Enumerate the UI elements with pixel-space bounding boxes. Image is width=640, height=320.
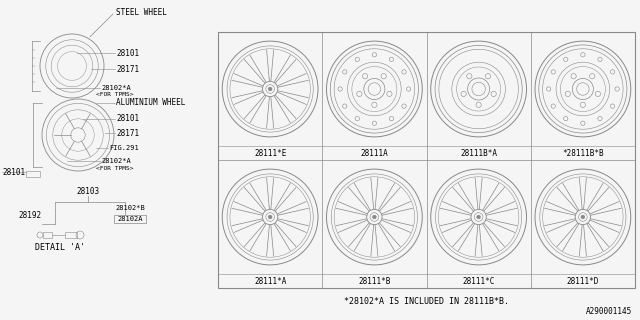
Circle shape xyxy=(372,215,376,219)
Text: <FOR TPMS>: <FOR TPMS> xyxy=(96,92,134,97)
Circle shape xyxy=(268,87,272,91)
Bar xyxy=(218,32,635,288)
Bar xyxy=(114,215,146,223)
Text: DETAIL 'A': DETAIL 'A' xyxy=(35,244,85,252)
Bar xyxy=(43,232,52,238)
Text: ALUMINIUM WHEEL: ALUMINIUM WHEEL xyxy=(116,98,186,107)
Text: 28111A: 28111A xyxy=(360,148,388,157)
Text: 28111*E: 28111*E xyxy=(254,148,286,157)
Text: 28111*B: 28111*B xyxy=(358,276,390,285)
Text: STEEL WHEEL: STEEL WHEEL xyxy=(116,7,167,17)
Text: 28111*C: 28111*C xyxy=(463,276,495,285)
Bar xyxy=(26,171,40,177)
Text: 28111B*A: 28111B*A xyxy=(460,148,497,157)
Text: 28111*D: 28111*D xyxy=(566,276,599,285)
Text: 28192: 28192 xyxy=(18,212,41,220)
Bar xyxy=(65,232,77,238)
Text: 28102A: 28102A xyxy=(117,216,143,222)
Circle shape xyxy=(581,215,585,219)
Circle shape xyxy=(268,215,272,219)
Text: 28111*A: 28111*A xyxy=(254,276,286,285)
Text: 28103: 28103 xyxy=(76,188,100,196)
Text: *28102*A IS INCLUDED IN 28111B*B.: *28102*A IS INCLUDED IN 28111B*B. xyxy=(344,298,509,307)
Text: 28102*B: 28102*B xyxy=(115,205,145,211)
Text: 28102*A: 28102*A xyxy=(101,85,131,92)
Text: 28171: 28171 xyxy=(116,65,139,74)
Text: 28101: 28101 xyxy=(116,114,139,123)
Text: 28101: 28101 xyxy=(116,49,139,58)
Text: 28101: 28101 xyxy=(2,167,25,177)
Text: FIG.291: FIG.291 xyxy=(109,145,139,151)
Text: <FOR TPMS>: <FOR TPMS> xyxy=(96,166,134,171)
Text: 28171: 28171 xyxy=(116,129,139,138)
Text: A290001145: A290001145 xyxy=(586,308,632,316)
Text: 28102*A: 28102*A xyxy=(101,158,131,164)
Text: *28111B*B: *28111B*B xyxy=(562,148,604,157)
Circle shape xyxy=(477,215,481,219)
